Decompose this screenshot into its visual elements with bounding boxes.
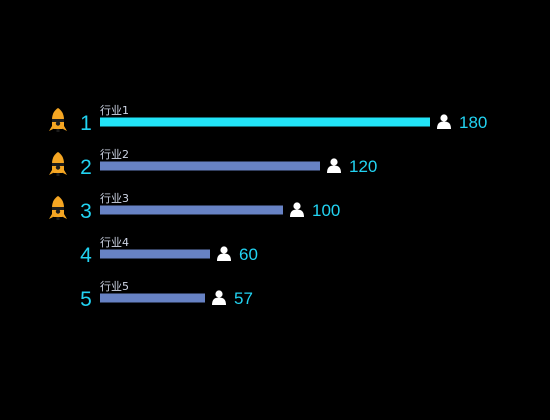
- person-body: [327, 165, 341, 173]
- value-label: 180: [459, 113, 487, 132]
- person-body: [217, 253, 231, 261]
- ranking-row: 1 行业1 180: [49, 104, 487, 135]
- bar: [100, 161, 320, 171]
- bar: [100, 293, 205, 303]
- medal-fin-right: [63, 126, 67, 131]
- medal-flame: [56, 217, 60, 220]
- value-label: 60: [239, 245, 258, 264]
- medal-flame: [56, 129, 60, 132]
- medal-window: [55, 165, 61, 170]
- rank-number: 1: [80, 112, 92, 135]
- person-head: [330, 158, 338, 166]
- person-icon: [290, 202, 304, 217]
- person-icon: [437, 114, 451, 129]
- ranking-row: 5 行业5 57: [80, 280, 253, 311]
- person-head: [220, 246, 228, 254]
- rank-number: 3: [80, 200, 92, 223]
- ranking-row: 4 行业4 60: [80, 236, 258, 267]
- medal-body: [52, 152, 64, 173]
- category-label: 行业5: [100, 280, 129, 293]
- value-label: 100: [312, 201, 340, 220]
- medal-fin-left: [49, 126, 53, 131]
- medal-body: [52, 196, 64, 217]
- category-label: 行业2: [100, 148, 129, 161]
- person-icon: [212, 290, 226, 305]
- medal-body: [52, 108, 64, 129]
- person-head: [293, 202, 301, 210]
- person-body: [290, 209, 304, 217]
- medal-window: [55, 121, 61, 126]
- ranking-row: 3 行业3 100: [49, 192, 340, 223]
- rocket-medal-icon: [49, 152, 67, 176]
- person-icon: [327, 158, 341, 173]
- rank-number: 5: [80, 288, 92, 311]
- bar: [100, 117, 430, 127]
- medal-band: [52, 119, 64, 122]
- medal-flame: [56, 173, 60, 176]
- category-label: 行业4: [100, 236, 129, 249]
- bar: [100, 249, 210, 259]
- medal-fin-left: [49, 170, 53, 175]
- value-label: 57: [234, 289, 253, 308]
- bar: [100, 205, 283, 215]
- medal-fin-right: [63, 170, 67, 175]
- category-label: 行业3: [100, 192, 129, 205]
- medal-fin-right: [63, 214, 67, 219]
- medal-fin-left: [49, 214, 53, 219]
- value-label: 120: [349, 157, 377, 176]
- medal-band: [52, 207, 64, 210]
- ranking-row: 2 行业2 120: [49, 148, 377, 179]
- rank-number: 2: [80, 156, 92, 179]
- person-body: [437, 121, 451, 129]
- person-body: [212, 297, 226, 305]
- medal-band: [52, 163, 64, 166]
- category-label: 行业1: [100, 104, 129, 117]
- person-icon: [217, 246, 231, 261]
- person-head: [215, 290, 223, 298]
- rocket-medal-icon: [49, 108, 67, 132]
- medal-window: [55, 209, 61, 214]
- person-head: [440, 114, 448, 122]
- rank-number: 4: [80, 244, 92, 267]
- rocket-medal-icon: [49, 196, 67, 220]
